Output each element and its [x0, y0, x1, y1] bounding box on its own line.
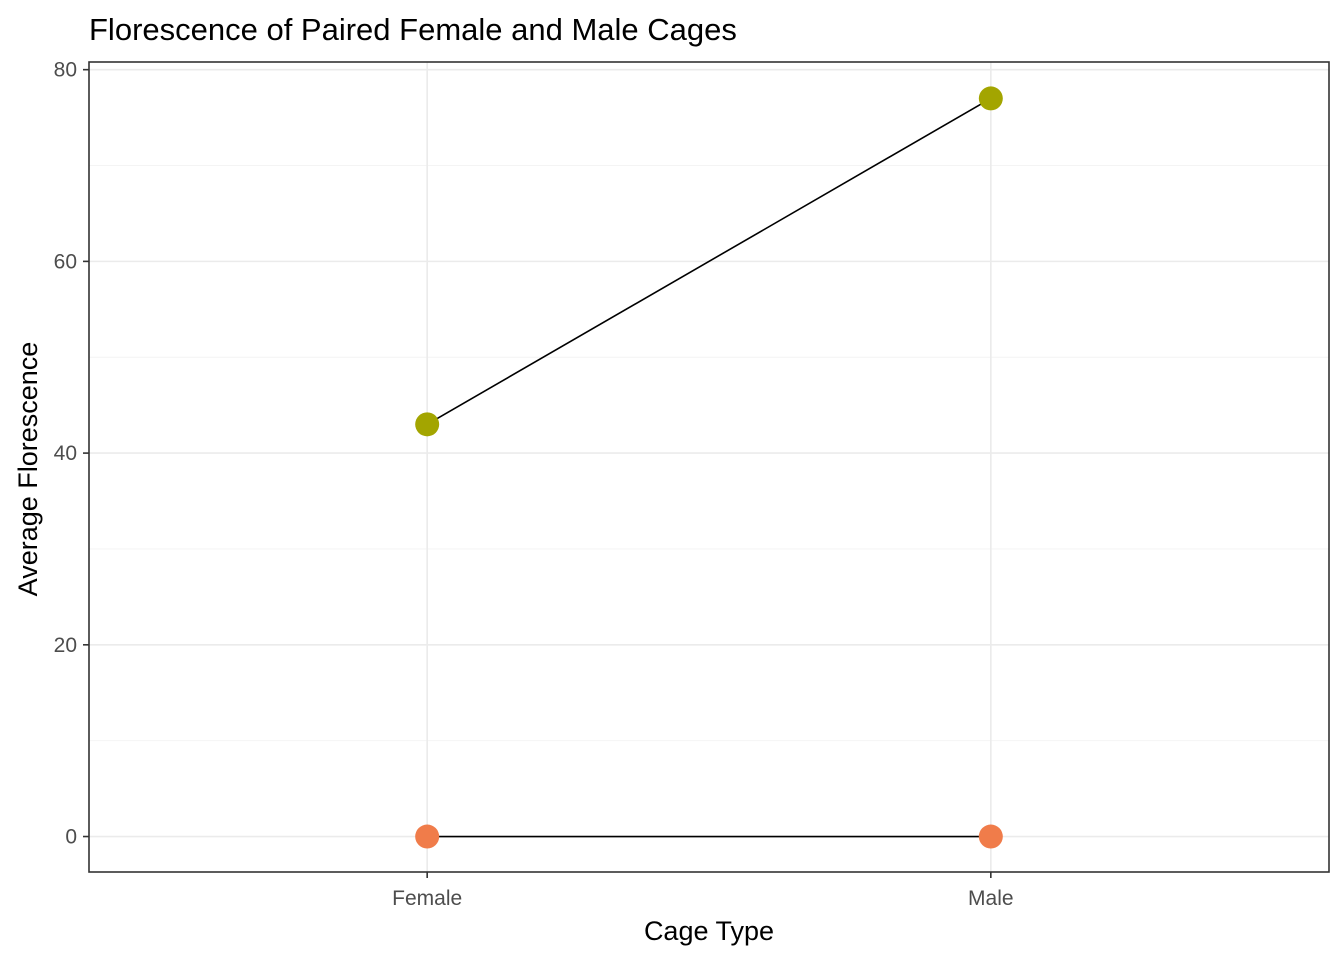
- y-tick-label: 40: [54, 442, 77, 465]
- grid-layer: [89, 62, 1329, 872]
- data-point: [978, 86, 1003, 111]
- x-axis-title: Cage Type: [644, 916, 774, 946]
- x-tick-label: Male: [968, 887, 1014, 910]
- axis-layer: 0 20 40 60 80 Female Male: [54, 59, 1014, 910]
- x-tick-label: Female: [392, 887, 462, 910]
- data-point: [415, 412, 440, 437]
- chart-title: Florescence of Paired Female and Male Ca…: [89, 12, 737, 47]
- y-tick-label: 80: [54, 59, 77, 82]
- series-line: [426, 97, 992, 426]
- series-layer: [415, 86, 1003, 849]
- y-axis-title: Average Florescence: [13, 342, 43, 597]
- y-tick-label: 60: [54, 250, 77, 273]
- data-point: [978, 824, 1003, 849]
- panel-border: [88, 61, 1330, 873]
- y-tick-label: 20: [54, 634, 77, 657]
- data-point: [415, 824, 440, 849]
- y-tick-label: 0: [65, 826, 77, 849]
